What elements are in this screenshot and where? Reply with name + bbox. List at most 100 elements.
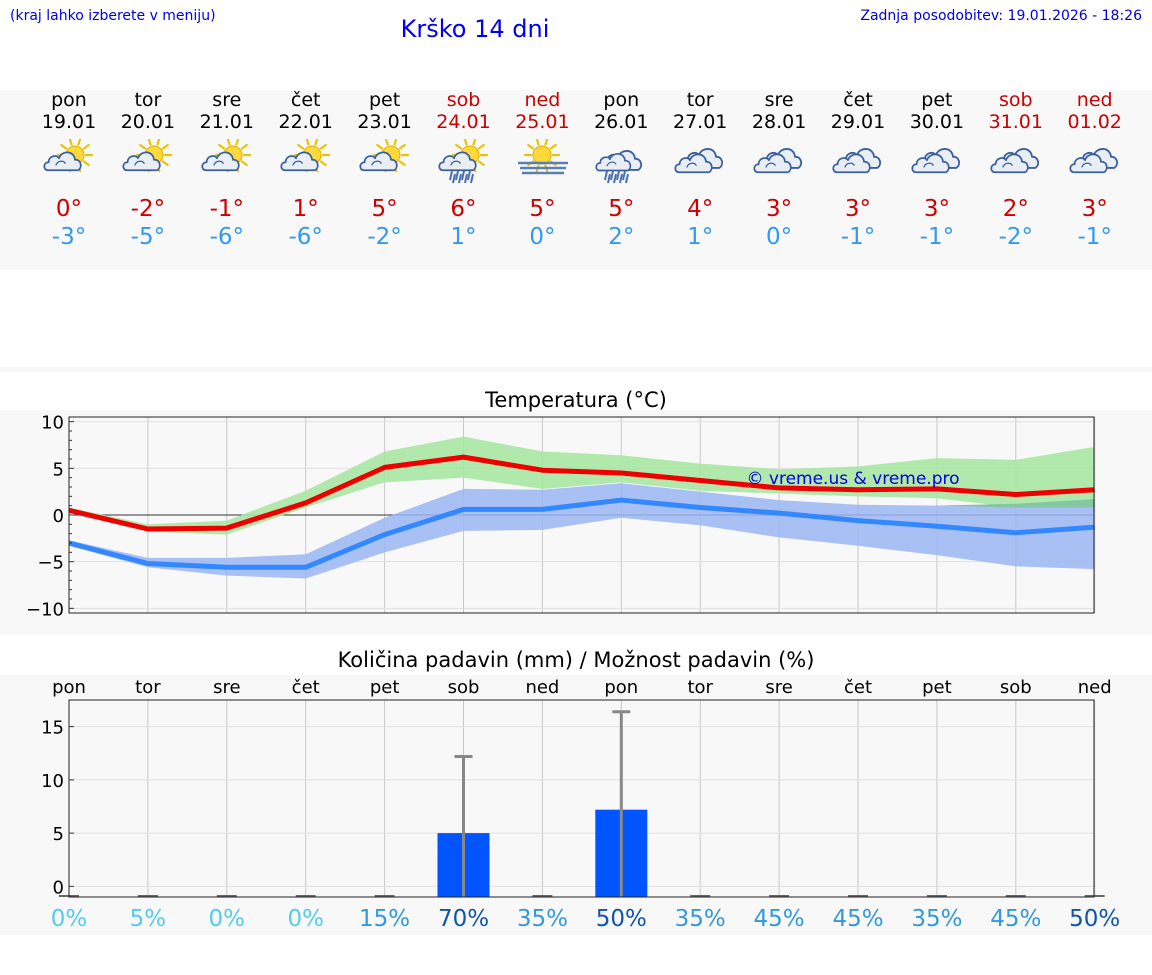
min-temperature: -2° [367,224,402,250]
precipitation-probability: 50% [1069,906,1120,932]
day-date: 27.01 [672,111,728,133]
day-date: 28.01 [751,111,807,133]
max-temperature: -1° [209,196,245,222]
day-label: sre [213,677,240,698]
day-label: tor [135,677,161,698]
last-updated: Zadnja posodobitev: 19.01.2026 - 18:26 [860,8,1142,24]
day-label: sob [1000,677,1032,698]
min-temperature-line [68,497,1095,570]
cloudy-icon [674,148,724,174]
y-tick-label: 15 [41,718,64,739]
precipitation-probability: 15% [359,906,410,932]
cloudy-icon [1069,148,1118,174]
day-column: čet 22.01 1° -6° [266,89,346,251]
max-temperature: 0° [55,196,83,222]
day-date: 22.01 [278,111,333,133]
day-date: 19.01 [41,111,97,133]
cloudy-icon [990,148,1039,174]
y-tick-label: −10 [26,599,64,620]
max-temperature: 3° [844,196,872,222]
precipitation-probability: 35% [675,906,726,932]
precipitation-probability: 45% [754,906,805,932]
day-label: ned [1078,677,1112,698]
min-temperature: -1° [919,224,955,250]
day-column: sre 28.01 3° 0° [739,89,819,251]
y-tick-label: 5 [53,824,64,845]
day-name: ned [524,89,561,111]
day-name: ned [1076,89,1113,111]
location-hint: (kraj lahko izberete v meniju) [10,8,216,24]
day-column: čet 29.01 3° -1° [818,89,898,251]
min-temperature: -1° [1077,224,1112,250]
day-date: 23.01 [357,111,412,133]
min-temperature: 0° [529,224,556,250]
day-column: pet 23.01 5° -2° [345,89,425,251]
day-name: čet [290,89,321,111]
max-temperature: 3° [1081,196,1108,222]
max-temperature: 4° [687,196,714,222]
day-name: tor [686,89,714,111]
day-column: ned 25.01 5° 0° [502,89,582,251]
y-tick-label: 10 [41,413,64,434]
max-temperature: 6° [450,196,477,222]
partly-cloudy-icon [201,139,251,173]
forecast-band [0,90,1152,270]
max-temperature-line [68,454,1095,532]
y-tick-label: 0 [53,877,64,898]
day-date: 25.01 [515,111,570,133]
day-label: pet [922,677,952,698]
day-column: pon 26.01 5° 2° [581,89,661,251]
day-date: 26.01 [594,111,649,133]
min-temperature: 1° [687,224,714,250]
max-temperature: 5° [529,196,556,222]
day-name: pon [603,89,640,111]
max-band [69,436,1095,535]
min-temperature: -6° [288,224,323,250]
partly-cloudy-icon [122,139,172,173]
y-tick-label: 5 [53,459,64,480]
partly-cloudy-icon [280,139,330,173]
day-date: 20.01 [120,111,176,133]
day-column: sob 31.01 2° -2° [976,89,1056,251]
max-temperature: 3° [766,196,793,222]
min-temperature: 0° [766,224,793,250]
page-title: Krško 14 dni [400,15,550,43]
day-column: tor 27.01 4° 1° [660,89,740,251]
precipitation-probability: 5% [130,906,167,932]
plot-area [69,700,1094,897]
day-date: 30.01 [909,111,965,133]
cloudy-icon [911,148,960,174]
temperature-chart-title: Temperatura (°C) [485,388,667,412]
precipitation-probability: 35% [911,906,962,932]
day-label: čet [844,677,872,698]
min-temperature: -5° [130,224,166,250]
day-label: ned [525,677,559,698]
precipitation-chart-title: Količina padavin (mm) / Možnost padavin … [337,648,815,672]
max-temperature: 5° [608,196,635,222]
day-label: sob [448,677,480,698]
temperature-chart: −10 −5 0 5 10 © vreme.us & vreme.pro [26,413,1096,620]
day-date: 31.01 [988,111,1043,133]
cloudy-icon [753,148,803,174]
min-temperature: 1° [450,224,477,250]
day-name: sre [764,89,794,111]
day-name: sre [212,89,242,111]
separator-band [0,367,1152,372]
day-date: 24.01 [436,111,491,133]
max-temperature: 3° [923,196,950,222]
y-tick-label: 10 [41,771,64,792]
precipitation-probability: 35% [517,906,568,932]
precipitation-probability: 45% [990,906,1041,932]
day-name: tor [134,89,162,111]
min-temperature: -1° [840,224,876,250]
min-band [69,483,1095,579]
min-temperature: -2° [998,224,1034,250]
precipitation-probability: 0% [209,906,246,932]
day-label: čet [292,677,320,698]
day-name: pet [921,89,953,111]
day-name: pon [51,89,87,111]
cloudy-icon [832,148,882,174]
plot-frame [68,699,1095,898]
max-temperature: 1° [292,196,319,222]
min-temperature: 2° [608,224,635,250]
